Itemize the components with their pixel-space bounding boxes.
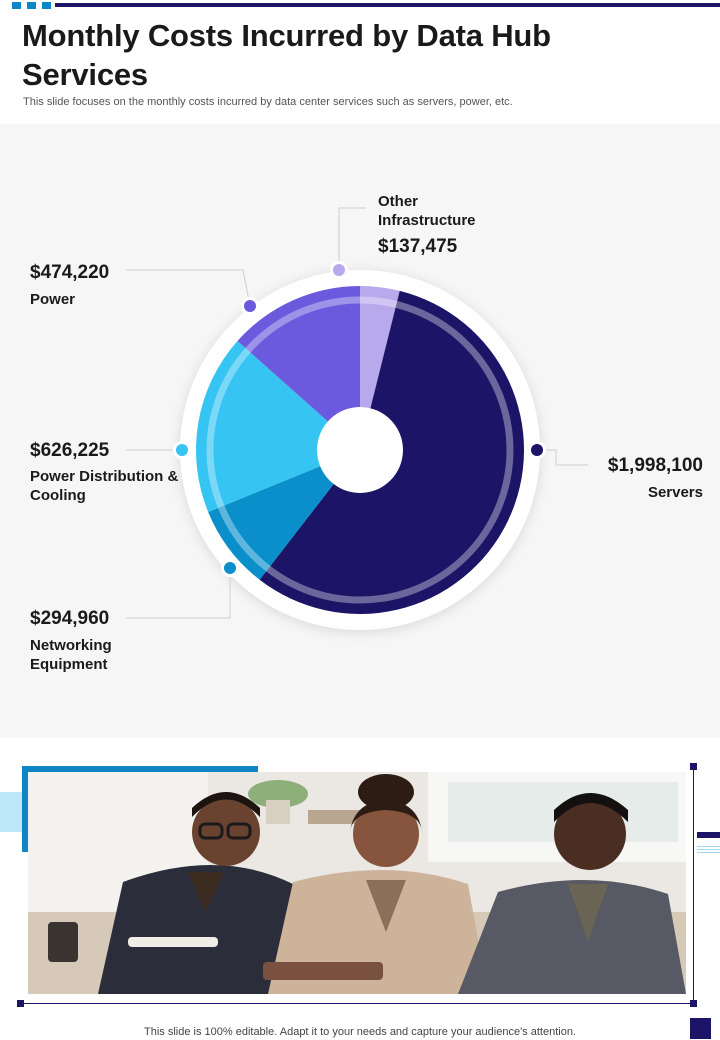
label-power-distribution-name: Power Distribution & Cooling [30, 468, 179, 504]
label-networking-equipment: $294,960 Networking Equipment [30, 608, 130, 674]
label-other-infrastructure-value: $137,475 [378, 236, 458, 257]
decor-corner-dot-bottom-left [17, 1000, 24, 1007]
decor-corner-dot-top-right [690, 763, 697, 770]
pie-slice-networking-equipment [208, 450, 360, 580]
decor-side-bar [697, 832, 720, 838]
decor-bracket-left [22, 766, 28, 852]
decor-light-block [0, 792, 22, 832]
team-photo-illustration [28, 772, 686, 994]
page-subtitle: This slide focuses on the monthly costs … [23, 96, 513, 108]
label-servers-name: Servers [647, 484, 703, 501]
header-accent-square-3 [42, 2, 51, 9]
decor-bottom-square [690, 1018, 711, 1039]
decor-frame-line-horizontal [20, 1003, 694, 1004]
leader-line-servers [537, 449, 588, 466]
label-servers-value: $1,998,100 [607, 455, 703, 476]
marker-dot-servers-core [531, 444, 543, 456]
label-power-name: Power [30, 291, 76, 308]
label-power-distribution: $626,225 Power Distribution & Cooling [30, 440, 180, 505]
marker-dot-networking-core [224, 562, 236, 574]
label-other-infrastructure-name: Other Infrastructure [378, 193, 476, 229]
header-accent-line [55, 3, 720, 7]
label-servers: $1,998,100 Servers [585, 455, 703, 502]
decor-side-stripe-1 [697, 846, 720, 847]
marker-dot-other-core [333, 264, 345, 276]
footer-note: This slide is 100% editable. Adapt it to… [144, 1026, 576, 1038]
leader-line-other [338, 207, 366, 270]
leader-line-power [126, 269, 251, 307]
marker-dot-pdc-core [176, 444, 188, 456]
pie-inner-ring [206, 296, 514, 604]
header-accent-square-1 [12, 2, 21, 9]
chart-panel: Other Infrastructure $137,475 $474,220 P… [0, 124, 720, 738]
header-accent-square-2 [27, 2, 36, 9]
label-networking-equipment-name: Networking Equipment [30, 637, 112, 673]
pie-slice-power [237, 286, 360, 450]
team-photo [28, 772, 686, 994]
label-power-distribution-value: $626,225 [30, 440, 110, 461]
decor-side-stripe-2 [697, 849, 720, 850]
label-power: $474,220 Power [30, 262, 109, 309]
pie-chart [126, 207, 588, 630]
marker-dot-power-core [244, 300, 256, 312]
label-power-value: $474,220 [30, 262, 110, 283]
pie-slice-power-distribution-cooling [196, 341, 360, 512]
label-networking-equipment-value: $294,960 [30, 608, 110, 629]
decor-bracket-top [22, 766, 258, 772]
pie-center-hole [317, 407, 403, 493]
decor-side-stripe-3 [697, 852, 720, 853]
decor-frame-line-vertical [693, 766, 694, 1004]
page-title: Monthly Costs Incurred by Data Hub Servi… [22, 18, 551, 92]
decor-corner-dot-bottom-right [690, 1000, 697, 1007]
label-other-infrastructure: Other Infrastructure $137,475 [378, 192, 498, 258]
leader-line-networking [126, 568, 231, 619]
